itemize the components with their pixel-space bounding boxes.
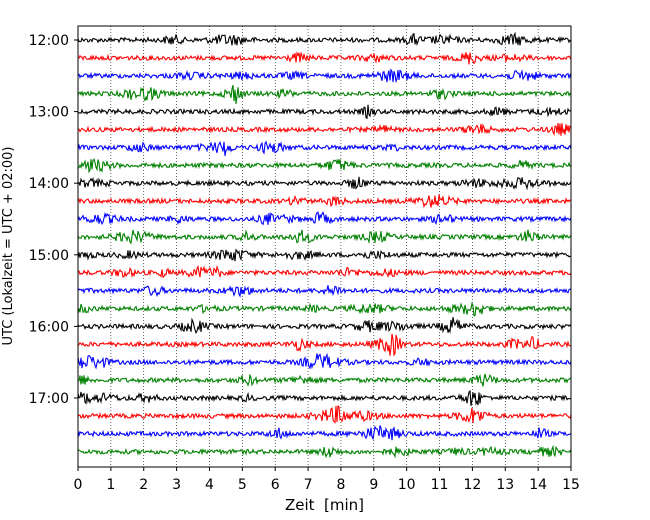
x-tick-label: 11 bbox=[431, 477, 449, 493]
y-tick-label: 12:00 bbox=[29, 33, 69, 49]
trace-1315 bbox=[77, 122, 572, 136]
x-tick-label: 4 bbox=[205, 477, 214, 493]
trace-1700 bbox=[77, 389, 572, 406]
x-tick-label: 5 bbox=[238, 477, 247, 493]
trace-1545 bbox=[77, 301, 572, 317]
y-tick-label: 16:00 bbox=[29, 319, 69, 335]
y-axis: 12:00 13:00 14:00 15:00 16:00 17:00 bbox=[29, 33, 78, 407]
trace-1245 bbox=[77, 85, 572, 104]
trace-1515 bbox=[77, 264, 572, 279]
x-tick-label: 7 bbox=[304, 477, 313, 493]
x-tick-label: 6 bbox=[271, 477, 280, 493]
x-tick-label: 1 bbox=[106, 477, 115, 493]
trace-1615 bbox=[77, 333, 572, 357]
x-tick-label: 8 bbox=[336, 477, 345, 493]
x-tick-label: 9 bbox=[369, 477, 378, 493]
y-tick-label: 13:00 bbox=[29, 105, 69, 121]
traces bbox=[77, 31, 572, 459]
y-tick-label: 17:00 bbox=[29, 391, 69, 407]
trace-1300 bbox=[77, 104, 572, 120]
x-tick-label: 15 bbox=[562, 477, 580, 493]
trace-1630 bbox=[77, 352, 572, 370]
trace-1445 bbox=[77, 229, 572, 245]
x-tick-label: 10 bbox=[398, 477, 416, 493]
trace-1500 bbox=[77, 248, 572, 262]
trace-1645 bbox=[77, 373, 572, 387]
trace-1745 bbox=[77, 444, 572, 459]
trace-1200 bbox=[77, 31, 572, 47]
trace-1430 bbox=[77, 211, 572, 226]
trace-1600 bbox=[77, 317, 572, 335]
trace-1215 bbox=[77, 51, 572, 65]
x-tick-label: 12 bbox=[463, 477, 481, 493]
trace-1400 bbox=[77, 176, 572, 191]
trace-1715 bbox=[77, 404, 572, 424]
trace-1230 bbox=[77, 68, 572, 84]
x-axis-label: Zeit [min] bbox=[285, 496, 364, 514]
x-tick-label: 3 bbox=[172, 477, 181, 493]
trace-1415 bbox=[77, 194, 572, 209]
y-tick-label: 15:00 bbox=[29, 248, 69, 264]
trace-1730 bbox=[77, 425, 572, 441]
plot-frame bbox=[77, 25, 572, 468]
trace-1330 bbox=[77, 140, 572, 156]
x-tick-label: 13 bbox=[496, 477, 514, 493]
x-tick-label: 2 bbox=[139, 477, 148, 493]
x-axis: 0 1 2 3 4 5 6 7 8 9 10 11 12 13 14 15 bbox=[74, 467, 580, 493]
trace-1345 bbox=[77, 158, 572, 174]
x-tick-label: 14 bbox=[529, 477, 547, 493]
trace-1530 bbox=[77, 285, 572, 298]
y-axis-label: UTC (Lokalzeit = UTC + 02:00) bbox=[1, 147, 16, 346]
x-tick-label: 0 bbox=[74, 477, 83, 493]
y-tick-label: 14:00 bbox=[29, 176, 69, 192]
